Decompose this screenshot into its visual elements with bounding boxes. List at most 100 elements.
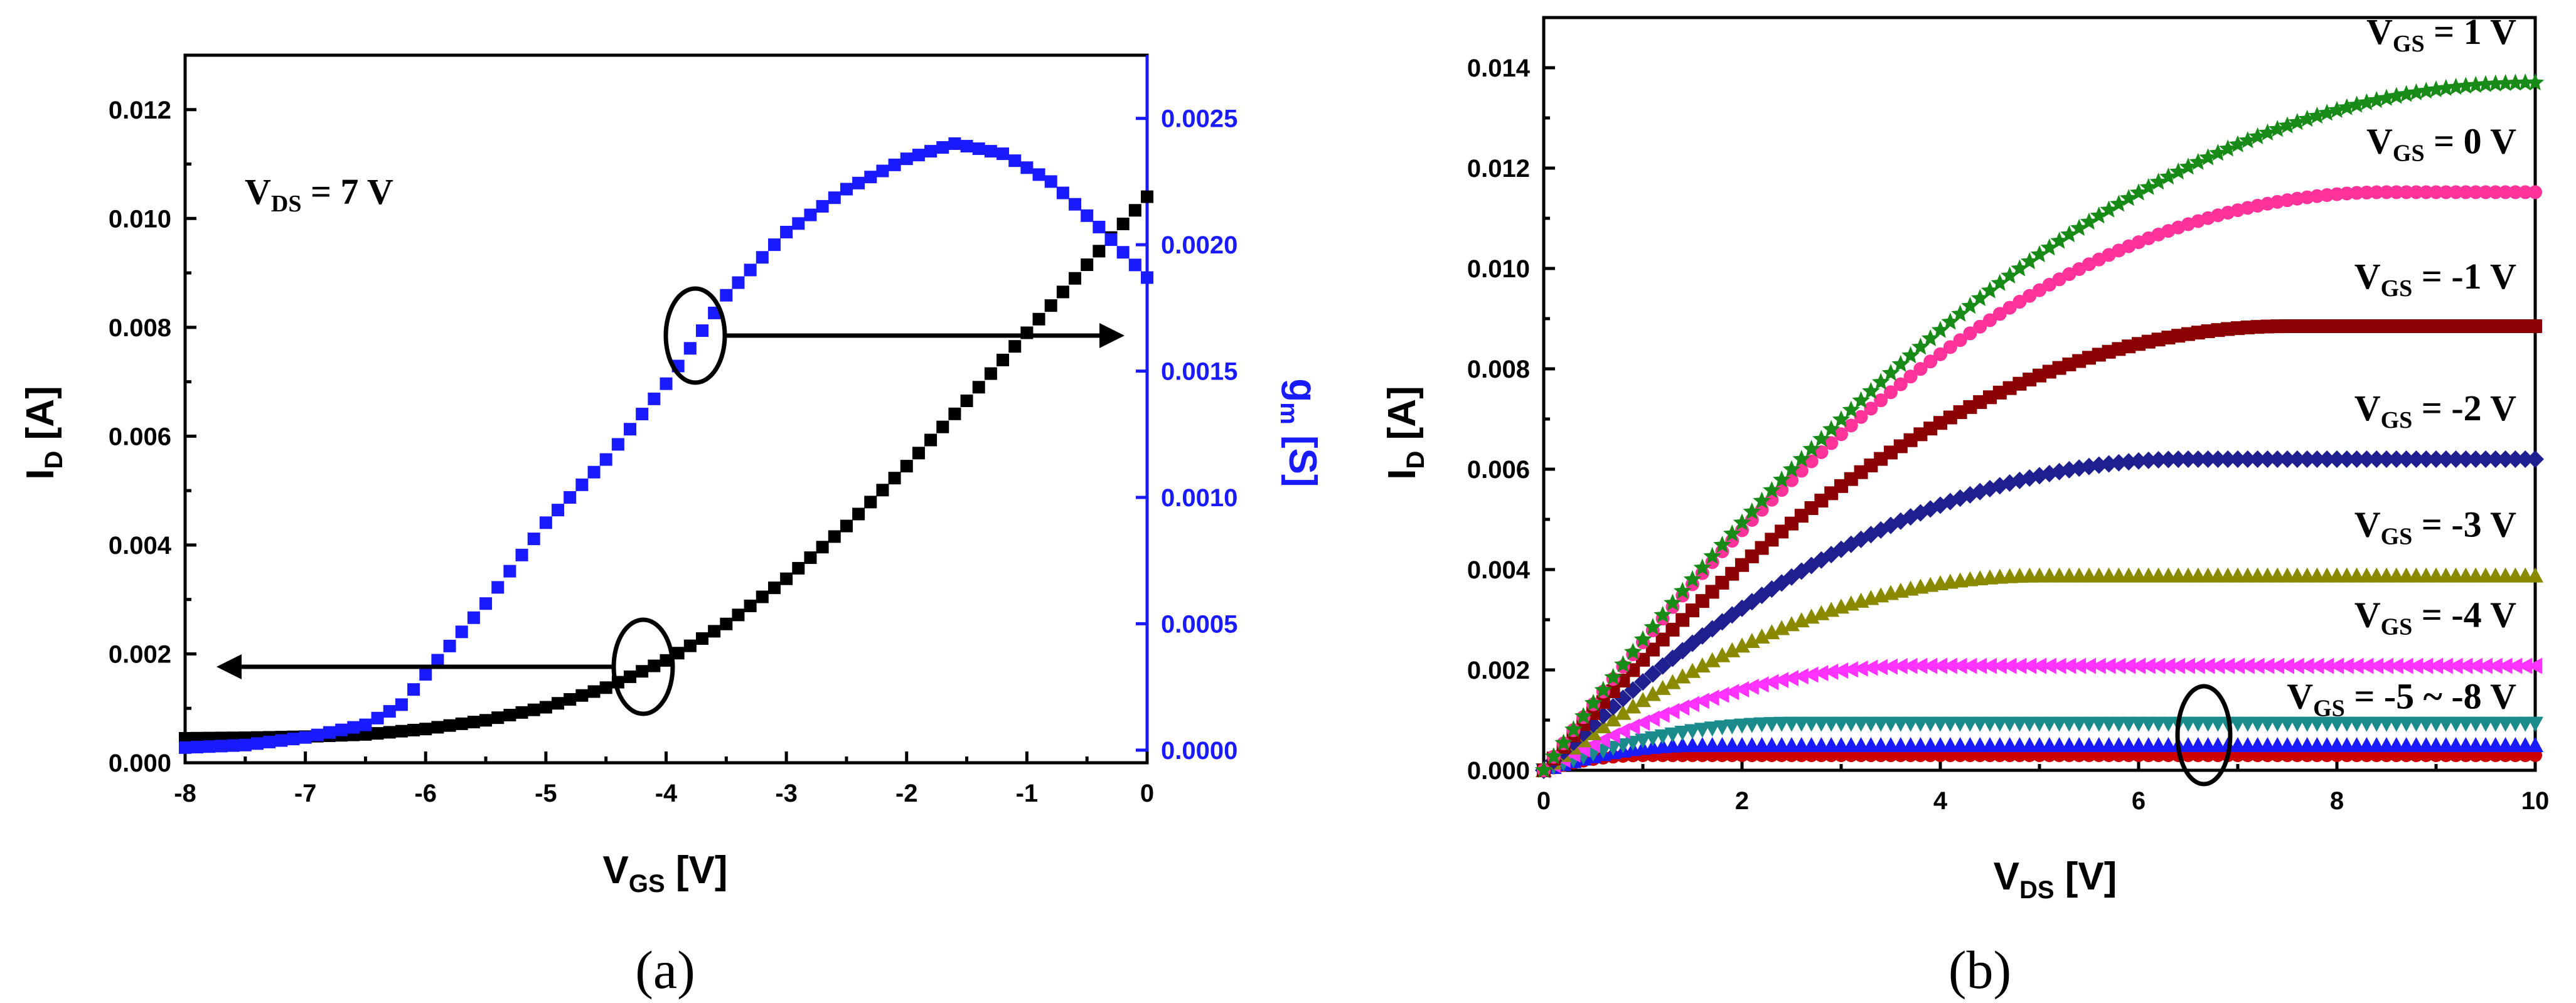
data-point	[1614, 655, 1632, 672]
data-point	[2129, 183, 2148, 201]
data-point	[804, 551, 817, 565]
y-tick-label: 0.012	[1467, 155, 1530, 183]
data-point	[1643, 618, 1662, 635]
data-point	[564, 693, 577, 706]
data-point	[756, 590, 769, 603]
data-point	[2398, 657, 2413, 674]
y-tick-label: 0.002	[1467, 657, 1530, 684]
data-point	[2388, 657, 2403, 674]
y2-axis-label: gm [S]	[1275, 378, 1324, 487]
data-point	[2399, 185, 2413, 199]
data-point	[660, 654, 673, 667]
data-point	[936, 420, 949, 433]
data-point	[2308, 107, 2326, 124]
data-point	[1892, 658, 1908, 675]
data-point	[2408, 657, 2424, 674]
data-point	[1093, 245, 1106, 258]
data-point	[1694, 693, 1709, 709]
data-point	[1081, 209, 1094, 222]
data-point	[1782, 460, 1801, 477]
data-point	[2527, 716, 2543, 732]
data-point	[2248, 450, 2267, 468]
data-point	[2317, 103, 2336, 121]
data-point	[1833, 662, 1848, 679]
data-point	[2050, 231, 2068, 249]
data-point	[1734, 718, 1750, 734]
data-point	[2526, 73, 2545, 91]
y-tick-label: 0.008	[1467, 356, 1530, 383]
data-point	[587, 465, 601, 479]
data-point	[2120, 453, 2138, 471]
data-point	[2368, 657, 2384, 674]
data-point	[660, 377, 673, 390]
data-point	[515, 548, 528, 561]
data-point	[2338, 98, 2356, 115]
data-point	[1044, 175, 1057, 188]
data-point	[1684, 662, 1701, 678]
data-point	[1724, 719, 1741, 735]
data-point	[2418, 657, 2434, 674]
data-point	[2348, 95, 2366, 113]
data-point	[443, 719, 456, 732]
data-point	[1069, 198, 1082, 211]
data-point	[2327, 100, 2346, 118]
data-point	[238, 738, 252, 751]
x-tick-label: -7	[294, 780, 317, 807]
data-point	[864, 171, 877, 184]
data-point	[2527, 657, 2542, 674]
data-point	[960, 394, 973, 407]
data-point	[876, 164, 889, 178]
data-point	[1923, 354, 1938, 369]
data-point	[804, 208, 817, 221]
data-point	[2279, 657, 2294, 674]
data-point	[1625, 698, 1642, 714]
data-point	[1823, 663, 1839, 680]
data-point	[1654, 679, 1671, 695]
data-point	[1775, 483, 1789, 497]
data-point	[2110, 454, 2128, 472]
data-point	[359, 718, 372, 731]
data-point	[1644, 731, 1661, 746]
y-tick-label: 0.014	[1467, 55, 1531, 82]
data-point	[599, 453, 612, 466]
data-point	[1724, 642, 1741, 657]
data-point	[1116, 217, 1130, 230]
data-point	[1704, 721, 1721, 737]
data-point	[1980, 281, 1999, 299]
data-point	[2486, 450, 2504, 468]
data-point	[1783, 670, 1798, 687]
data-point	[467, 611, 480, 624]
data-point	[1814, 445, 1829, 459]
data-point	[1723, 524, 1741, 542]
data-point	[1704, 652, 1721, 667]
data-point	[2269, 657, 2285, 674]
data-point	[1008, 154, 1022, 167]
data-point	[1604, 667, 1622, 686]
data-point	[1922, 657, 1938, 674]
data-point	[2437, 657, 2453, 674]
data-point	[2477, 450, 2494, 468]
data-point	[2080, 212, 2098, 230]
data-point	[575, 689, 589, 702]
data-point	[2358, 657, 2374, 674]
data-point	[1684, 696, 1699, 713]
data-point	[2199, 148, 2217, 166]
data-point	[1874, 393, 1888, 408]
data-point	[636, 408, 649, 421]
data-point	[2031, 657, 2046, 674]
data-point	[479, 597, 493, 610]
data-point	[1783, 616, 1800, 632]
panel-label-a: (a)	[635, 940, 695, 1000]
x-axis-label: VDS [V]	[1994, 855, 2117, 904]
data-point	[1883, 658, 1898, 675]
data-point	[1734, 637, 1750, 653]
data-point	[2487, 657, 2503, 674]
data-point	[215, 740, 228, 753]
data-point	[840, 183, 853, 196]
data-point	[2528, 185, 2542, 199]
series-label: VGS = -2 V	[2354, 388, 2516, 433]
data-point	[1714, 686, 1729, 703]
data-point	[2497, 657, 2513, 674]
data-point	[539, 701, 552, 714]
data-point	[2238, 450, 2257, 468]
